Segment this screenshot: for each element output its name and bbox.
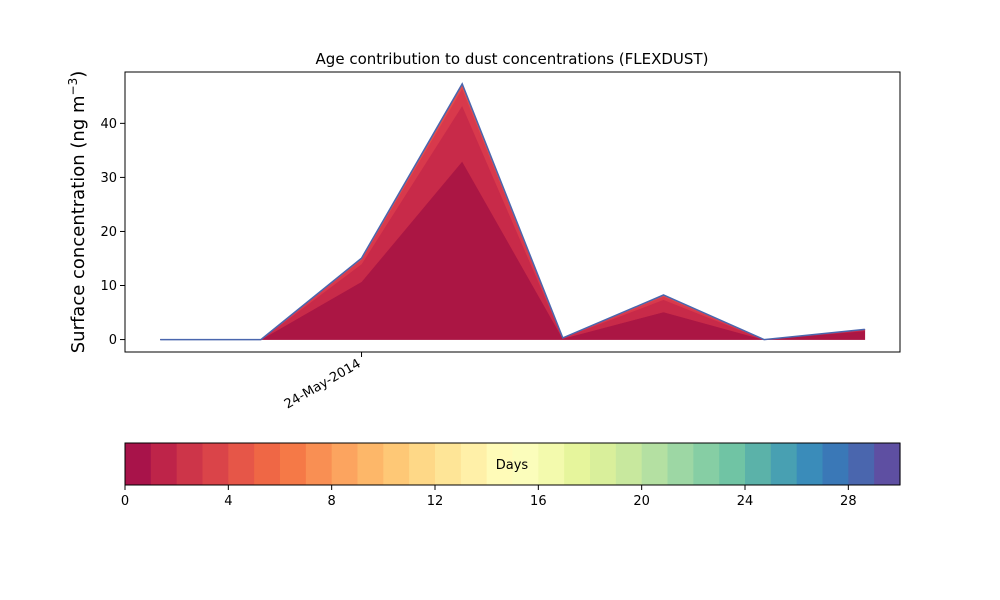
y-axis-label: Surface concentration (ng m−3) — [66, 71, 89, 354]
colorbar-tick-label: 28 — [840, 494, 857, 509]
colorbar-swatch — [667, 443, 694, 485]
colorbar-swatch — [615, 443, 643, 485]
y-tick-label: 40 — [100, 117, 117, 132]
y-tick-label: 30 — [100, 171, 117, 186]
colorbar-swatch — [486, 443, 514, 485]
colorbar-swatch — [150, 443, 178, 485]
colorbar-swatch — [719, 443, 746, 485]
total-outline — [160, 82, 865, 341]
colorbar-swatch — [590, 443, 617, 485]
colorbar-swatch — [383, 443, 410, 485]
colorbar-swatch — [176, 443, 204, 485]
colorbar-swatch — [770, 443, 798, 485]
y-tick-label: 0 — [109, 333, 117, 348]
colorbar-tick-label: 24 — [737, 494, 754, 509]
y-tick-label: 10 — [100, 279, 117, 294]
y-axis-label-close: ) — [68, 71, 89, 78]
colorbar-swatch — [822, 443, 849, 485]
colorbar-frame — [124, 442, 901, 486]
plot-frame — [124, 71, 901, 353]
colorbar-swatch — [409, 443, 436, 485]
colorbar-label: Days — [496, 458, 529, 473]
colorbar — [125, 443, 901, 485]
colorbar-swatch — [228, 443, 255, 485]
colorbar-swatch — [693, 443, 720, 485]
colorbar-tick-label: 4 — [224, 494, 232, 509]
colorbar-tick-label: 8 — [328, 494, 336, 509]
x-tick-label: 24-May-2014 — [282, 356, 364, 412]
colorbar-swatch — [538, 443, 565, 485]
colorbar-swatch — [331, 443, 359, 485]
colorbar-swatch — [512, 443, 539, 485]
colorbar-swatch — [460, 443, 488, 485]
y-axis-label-main: Surface concentration (ng m — [68, 95, 89, 353]
colorbar-swatch — [202, 443, 229, 485]
y-axis: 0 10 20 30 40 — [100, 117, 125, 348]
colorbar-tick-label: 16 — [530, 494, 547, 509]
colorbar-swatch — [254, 443, 281, 485]
colorbar-swatch — [305, 443, 333, 485]
colorbar-swatch — [125, 443, 152, 485]
colorbar-swatch — [641, 443, 669, 485]
colorbar-ticks: 0 4 8 12 16 20 24 28 — [121, 485, 857, 509]
colorbar-swatch — [564, 443, 591, 485]
colorbar-swatch — [435, 443, 462, 485]
chart-title: Age contribution to dust concentrations … — [316, 50, 709, 68]
colorbar-tick-label: 0 — [121, 494, 129, 509]
colorbar-tick-label: 12 — [427, 494, 444, 509]
colorbar-swatch — [848, 443, 875, 485]
colorbar-swatch — [745, 443, 772, 485]
colorbar-tick-label: 20 — [633, 494, 650, 509]
colorbar-swatch — [280, 443, 307, 485]
colorbar-swatch — [796, 443, 824, 485]
area-layers — [160, 82, 866, 341]
x-axis: 24-May-2014 — [282, 352, 364, 412]
y-axis-label-superscript: −3 — [66, 78, 80, 96]
y-tick-label: 20 — [100, 225, 117, 240]
colorbar-swatch — [874, 443, 901, 485]
colorbar-swatch — [357, 443, 384, 485]
